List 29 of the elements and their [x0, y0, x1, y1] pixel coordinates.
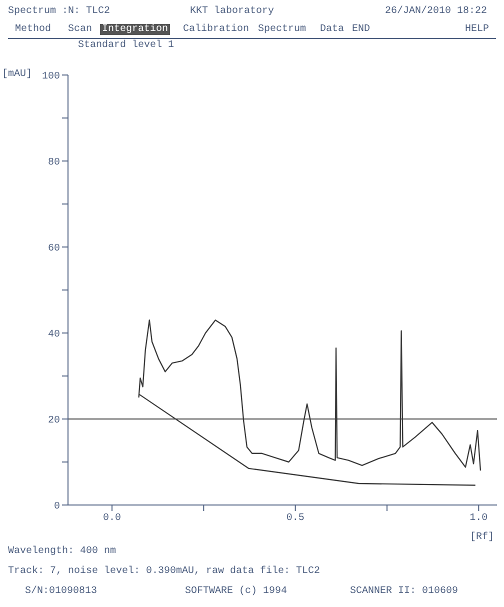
y-tick-label: 60 — [48, 244, 60, 255]
text: Spectrum — [8, 6, 56, 17]
x-tick-label: 1.0 — [470, 513, 488, 524]
text: SCANNER II: 010609 — [350, 586, 458, 597]
text: 26/JAN/2010 18:22 — [385, 6, 488, 17]
x-tick-label: 0.0 — [102, 513, 122, 524]
text: Data — [320, 24, 344, 35]
y-axis-title: [mAU] — [2, 69, 32, 80]
y-tick-label: 20 — [48, 416, 60, 427]
text: END — [352, 24, 370, 35]
text: Scan — [68, 24, 92, 35]
text: HELP — [465, 24, 490, 35]
y-tick-label: 100 — [42, 72, 60, 83]
text: Calibration — [183, 24, 250, 35]
text: Wavelength: 400 nm — [8, 546, 116, 557]
text: KKT laboratory — [190, 6, 274, 17]
x-tick-label: 0.5 — [286, 513, 304, 524]
y-tick-label: 0 — [54, 502, 60, 513]
x-axis-title: [Rf] — [470, 532, 494, 543]
y-tick-label: 40 — [48, 330, 60, 341]
text: SOFTWARE (c) 1994 — [185, 586, 288, 597]
text: S/N:01090813 — [25, 586, 98, 597]
y-tick-label: 80 — [48, 158, 60, 169]
text: Spectrum — [258, 24, 306, 35]
chart-title: Standard level 1 — [78, 40, 174, 51]
text: :N: TLC2 — [62, 6, 110, 17]
text: Method — [15, 24, 52, 35]
text: Track: 7, noise level: 0.390mAU, raw data file: TLC2 — [8, 566, 320, 577]
text: Integration — [100, 24, 170, 35]
